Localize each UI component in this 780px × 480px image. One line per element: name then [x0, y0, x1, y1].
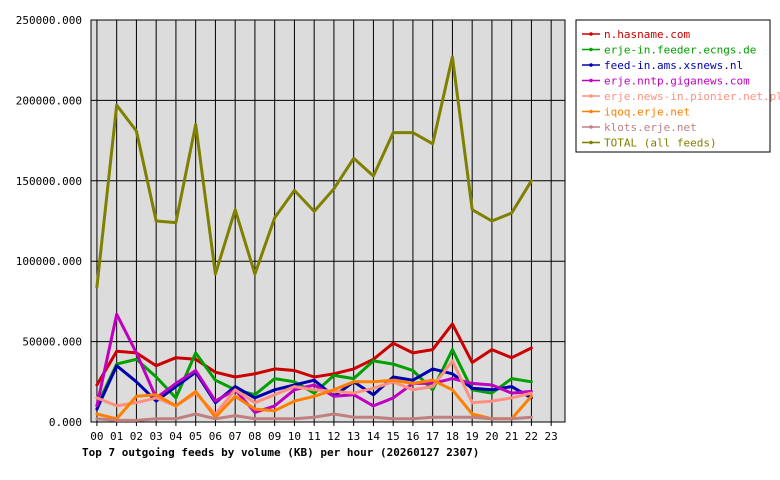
- x-tick-label: 03: [150, 430, 163, 443]
- x-tick-label: 14: [367, 430, 381, 443]
- legend-marker-iqoq-erje-net: [589, 109, 593, 114]
- x-tick-label: 13: [347, 430, 360, 443]
- series-line-erje-nntp-giganews-com: [95, 312, 533, 414]
- x-tick-label: 02: [130, 430, 143, 443]
- series-line-feed-in-ams-xsnews-nl: [95, 364, 533, 411]
- legend-label-klots-erje-net: klots.erje.net: [604, 121, 697, 134]
- series-line-iqoq-erje-net: [95, 378, 533, 421]
- legend-marker-erje-nntp-giganews-com: [589, 78, 593, 83]
- x-tick-label: 15: [387, 430, 400, 443]
- y-tick-label: 250000.000: [16, 14, 82, 27]
- legend-label-total-all-feeds: TOTAL (all feeds): [604, 137, 717, 150]
- legend-marker-erje-in-feeder-ecngs-de: [589, 47, 593, 52]
- series-line-total-all-feeds: [95, 55, 533, 289]
- chart-title: Top 7 outgoing feeds by volume (KB) per …: [82, 446, 479, 459]
- y-tick-label: 100000.000: [16, 255, 82, 268]
- x-axis-ticks: 00 01 02 03 04 05 06 07 08 09 10 11 12 13 14 15 16 17 18 19…: [90, 422, 558, 443]
- y-axis-ticks: 0.000 50000.000 100000.000 150000.000 200000…: [16, 14, 82, 429]
- x-tick-label: 05: [189, 430, 202, 443]
- legend-label-n-hasname-com: n.hasname.com: [604, 28, 690, 41]
- x-tick-label: 23: [545, 430, 558, 443]
- legend-marker-feed-in-ams-xsnews-nl: [589, 63, 593, 67]
- y-tick-label: 50000.000: [22, 336, 82, 349]
- y-tick-label: 200000.000: [16, 94, 82, 107]
- x-tick-label: 07: [229, 430, 242, 443]
- x-tick-label: 21: [505, 430, 518, 443]
- legend-box: [575, 19, 771, 153]
- legend-label-erje-nntp-giganews-com: erje.nntp.giganews.com: [604, 75, 750, 88]
- x-tick-label: 12: [327, 430, 340, 443]
- y-tick-label: 150000.000: [16, 175, 82, 188]
- x-tick-label: 16: [406, 430, 419, 443]
- x-tick-label: 01: [110, 430, 123, 443]
- x-tick-label: 17: [426, 430, 439, 443]
- series-lines: [95, 55, 533, 422]
- x-tick-label: 06: [209, 430, 222, 443]
- x-tick-label: 10: [288, 430, 301, 443]
- x-tick-label: 20: [485, 430, 498, 443]
- legend-label-erje-news-in-pionier-net-pl: erje.news-in.pionier.net.pl: [604, 90, 780, 103]
- legend-marker-n-hasname-com: [589, 32, 593, 36]
- legend-label-iqoq-erje-net: iqoq.erje.net: [604, 106, 690, 119]
- x-tick-label: 11: [308, 430, 321, 443]
- x-tick-label: 00: [90, 430, 103, 443]
- series-line-klots-erje-net: [95, 412, 533, 422]
- legend-marker-klots-erje-net: [589, 125, 593, 129]
- x-tick-label: 09: [268, 430, 281, 443]
- x-tick-label: 22: [525, 430, 538, 443]
- legend: n.hasname.com erje-in.feeder.ecngs.de feed…: [582, 28, 780, 150]
- legend-label-erje-in-feeder-ecngs-de: erje-in.feeder.ecngs.de: [604, 44, 756, 57]
- series-line-n-hasname-com: [95, 322, 533, 387]
- x-tick-label: 08: [248, 430, 261, 443]
- y-tick-label: 0.000: [49, 416, 82, 429]
- legend-label-feed-in-ams-xsnews-nl: feed-in.ams.xsnews.nl: [604, 59, 743, 72]
- legend-marker-erje-news-in-pionier-net-pl: [589, 94, 593, 98]
- x-tick-label: 19: [466, 430, 479, 443]
- x-tick-label: 18: [446, 430, 459, 443]
- legend-marker-total-all-feeds: [589, 140, 593, 145]
- x-tick-label: 04: [169, 430, 183, 443]
